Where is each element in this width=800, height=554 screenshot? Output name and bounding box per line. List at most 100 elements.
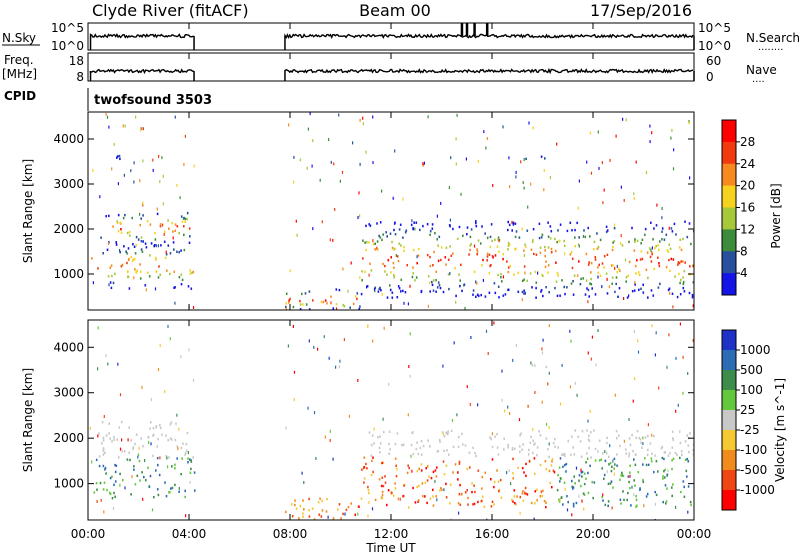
data-cell (680, 248, 683, 252)
noise-cell (477, 403, 479, 407)
noise-cell (409, 332, 411, 336)
data-cell (434, 232, 436, 235)
noise-cell (339, 179, 341, 183)
data-cell (519, 495, 522, 499)
colorbar-swatch (722, 229, 736, 252)
noise-cell (635, 160, 637, 164)
noise-cell (313, 411, 316, 415)
data-cell (482, 495, 484, 498)
data-cell (610, 469, 613, 473)
noise-cell (670, 136, 672, 140)
data-cell (98, 432, 100, 435)
data-cell (540, 236, 543, 239)
noise-cell (363, 466, 365, 470)
data-cell (657, 286, 660, 289)
noise-cell (595, 363, 597, 367)
noise-cell (155, 244, 157, 248)
noise-cell (105, 354, 107, 358)
data-cell (662, 475, 664, 478)
data-cell (604, 459, 607, 462)
data-cell (642, 463, 644, 466)
data-cell (469, 235, 472, 239)
noise-cell (443, 488, 445, 492)
data-cell (450, 429, 453, 433)
data-cell (473, 270, 476, 273)
data-cell (620, 502, 622, 505)
noise-cell (580, 468, 582, 472)
data-cell (491, 500, 494, 503)
data-cell (619, 242, 622, 245)
data-cell (133, 245, 136, 248)
data-cell (635, 272, 637, 275)
noise-cell (677, 403, 679, 407)
data-cell (607, 500, 610, 503)
data-cell (664, 484, 667, 487)
data-cell (545, 468, 548, 471)
data-cell (298, 517, 300, 520)
noise-cell (343, 338, 345, 342)
data-cell (130, 255, 133, 259)
data-cell (524, 243, 526, 246)
data-cell (455, 294, 457, 298)
data-cell (103, 481, 106, 484)
data-cell (381, 490, 384, 494)
data-cell (154, 231, 156, 235)
noise-cell (382, 417, 384, 421)
data-cell (363, 481, 365, 484)
data-cell (512, 223, 515, 226)
nsky-series (89, 23, 695, 50)
data-cell (429, 233, 431, 236)
noise-cell (293, 180, 295, 184)
data-cell (109, 492, 112, 496)
noise-cell (522, 181, 524, 185)
data-cell (486, 252, 489, 255)
data-cell (634, 238, 636, 241)
data-cell (163, 240, 166, 243)
data-cell (377, 248, 379, 251)
data-cell (588, 261, 590, 264)
data-cell (308, 308, 311, 310)
data-cell (490, 505, 493, 508)
data-cell (535, 253, 538, 256)
noise-cell (475, 280, 477, 284)
noise-cell (668, 226, 670, 230)
data-cell (396, 296, 399, 299)
data-cell (405, 229, 408, 232)
data-cell (285, 302, 288, 305)
data-cell (517, 271, 519, 275)
data-cell (541, 233, 544, 236)
data-cell (123, 450, 126, 453)
data-cell (376, 222, 378, 225)
colorbar-tick-label: -1000 (740, 483, 775, 497)
data-cell (535, 296, 537, 299)
data-cell (102, 488, 105, 491)
data-cell (507, 248, 509, 251)
data-cell (377, 290, 380, 293)
data-cell (521, 492, 524, 495)
data-cell (671, 230, 674, 233)
data-cell (395, 464, 397, 467)
data-cell (365, 248, 367, 252)
noise-cell (451, 419, 454, 422)
noise-cell (381, 189, 383, 193)
data-cell (523, 292, 525, 295)
noise-cell (590, 357, 592, 361)
data-cell (180, 249, 182, 252)
data-cell (498, 296, 500, 299)
data-cell (552, 441, 555, 445)
data-cell (503, 437, 505, 440)
data-cell (183, 248, 186, 252)
colorbar-tick-label: 4 (740, 266, 748, 280)
data-cell (396, 255, 399, 258)
data-cell (368, 241, 370, 244)
data-cell (366, 467, 368, 470)
data-cell (181, 278, 184, 282)
data-cell (640, 250, 643, 253)
noise-cell (633, 330, 635, 333)
data-cell (412, 248, 415, 252)
data-cell (156, 456, 159, 460)
noise-cell (332, 238, 334, 242)
noise-cell (368, 500, 370, 504)
data-cell (374, 242, 376, 245)
data-cell (321, 509, 324, 512)
